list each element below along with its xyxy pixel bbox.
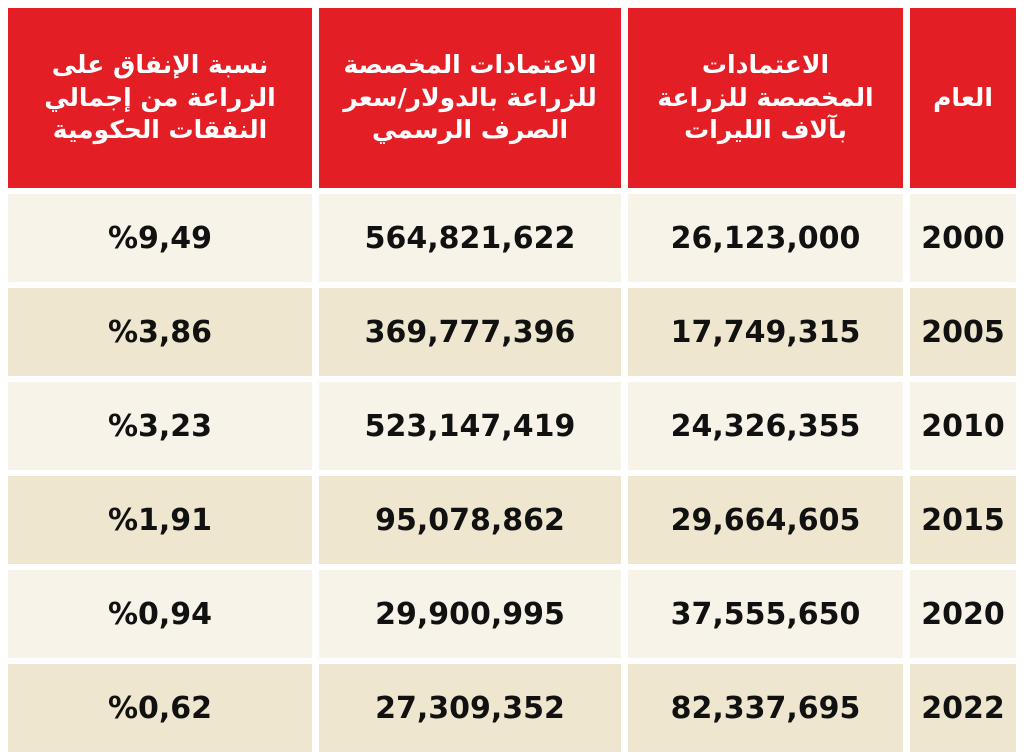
- value-cell: 29,900,995: [319, 570, 621, 658]
- header-cell: الاعتمادات المخصصة للزراعة بالدولار/سعر …: [319, 8, 621, 188]
- value-cell: 95,078,862: [319, 476, 621, 564]
- value-cell: %1,91: [8, 476, 312, 564]
- header-cell: نسبة الإنفاق على الزراعة من إجمالي النفق…: [8, 8, 312, 188]
- year-cell: 2010: [910, 382, 1016, 470]
- value-cell: 29,664,605: [628, 476, 903, 564]
- year-cell: 2020: [910, 570, 1016, 658]
- value-cell: 369,777,396: [319, 288, 621, 376]
- value-cell: 82,337,695: [628, 664, 903, 752]
- header-cell: الاعتمادات المخصصة للزراعة بآلاف الليرات: [628, 8, 903, 188]
- data-table: العام الاعتمادات المخصصة للزراعة بآلاف ال…: [8, 8, 1016, 752]
- header-cell: العام: [910, 8, 1016, 188]
- value-cell: %9,49: [8, 194, 312, 282]
- value-cell: 17,749,315: [628, 288, 903, 376]
- year-cell: 2000: [910, 194, 1016, 282]
- year-cell: 2015: [910, 476, 1016, 564]
- year-cell: 2022: [910, 664, 1016, 752]
- value-cell: 26,123,000: [628, 194, 903, 282]
- value-cell: 564,821,622: [319, 194, 621, 282]
- value-cell: %0,62: [8, 664, 312, 752]
- value-cell: %0,94: [8, 570, 312, 658]
- value-cell: 27,309,352: [319, 664, 621, 752]
- value-cell: 523,147,419: [319, 382, 621, 470]
- value-cell: %3,23: [8, 382, 312, 470]
- value-cell: %3,86: [8, 288, 312, 376]
- value-cell: 37,555,650: [628, 570, 903, 658]
- value-cell: 24,326,355: [628, 382, 903, 470]
- year-cell: 2005: [910, 288, 1016, 376]
